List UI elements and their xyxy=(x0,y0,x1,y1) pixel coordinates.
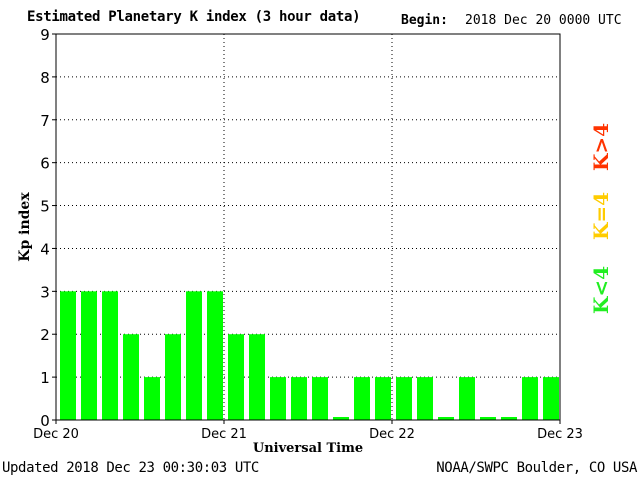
y-tick-label: 0 xyxy=(40,412,50,430)
kp-bar xyxy=(522,377,538,420)
source-credit: NOAA/SWPC Boulder, CO USA xyxy=(436,460,637,476)
x-axis-label: Universal Time xyxy=(253,441,363,456)
chart-title: Estimated Planetary K index (3 hour data… xyxy=(27,9,361,25)
plot-frame xyxy=(55,33,561,421)
kp-bar xyxy=(228,334,244,420)
begin-value: 2018 Dec 20 0000 UTC xyxy=(465,13,622,28)
kp-bar xyxy=(165,334,181,420)
kp-bar xyxy=(144,377,160,420)
kp-bar xyxy=(438,416,454,420)
kp-bar xyxy=(60,291,76,420)
kp-bar xyxy=(543,377,559,420)
kp-bar xyxy=(480,416,496,420)
legend: K>4 K=4 K<4 xyxy=(589,123,613,314)
x-tick-label: Dec 22 xyxy=(369,427,415,442)
x-tick-label: Dec 20 xyxy=(33,427,79,442)
y-tick-label: 2 xyxy=(40,326,50,344)
y-tick-label: 1 xyxy=(40,369,50,387)
begin-label: Begin: xyxy=(401,13,448,28)
y-tick-labels: 0 1 2 3 4 5 6 7 8 9 xyxy=(40,26,56,430)
y-tick-label: 3 xyxy=(40,283,50,301)
kp-bar xyxy=(102,291,118,420)
y-tick-label: 9 xyxy=(40,26,50,44)
kp-bar xyxy=(312,377,328,420)
kp-bar xyxy=(459,377,475,420)
kp-bar xyxy=(396,377,412,420)
kp-bar xyxy=(270,377,286,420)
updated-timestamp: Updated 2018 Dec 23 00:30:03 UTC xyxy=(2,460,259,476)
x-tick-label: Dec 21 xyxy=(201,427,247,442)
y-tick-label: 6 xyxy=(40,155,50,173)
kp-bar xyxy=(249,334,265,420)
y-tick-label: 7 xyxy=(40,112,50,130)
y-tick-label: 5 xyxy=(40,198,50,216)
kp-bar xyxy=(417,377,433,420)
y-axis-label: Kp index xyxy=(17,192,33,262)
kp-bar xyxy=(123,334,139,420)
x-tick-label: Dec 23 xyxy=(537,427,583,442)
grid-lines xyxy=(56,34,560,420)
legend-item: K>4 xyxy=(589,123,613,171)
kp-bar xyxy=(354,377,370,420)
kp-bar xyxy=(501,416,517,420)
bars xyxy=(60,291,559,420)
kp-bar xyxy=(333,416,349,420)
kp-bar xyxy=(207,291,223,420)
legend-item: K<4 xyxy=(589,266,613,314)
kp-bar xyxy=(375,377,391,420)
legend-item: K=4 xyxy=(589,192,613,240)
kp-bar xyxy=(186,291,202,420)
y-tick-label: 4 xyxy=(40,240,50,258)
kp-bar xyxy=(291,377,307,420)
y-tick-label: 8 xyxy=(40,69,50,87)
x-tick-labels: Dec 20 Dec 21 Dec 22 Dec 23 xyxy=(33,420,583,442)
kp-bar xyxy=(81,291,97,420)
